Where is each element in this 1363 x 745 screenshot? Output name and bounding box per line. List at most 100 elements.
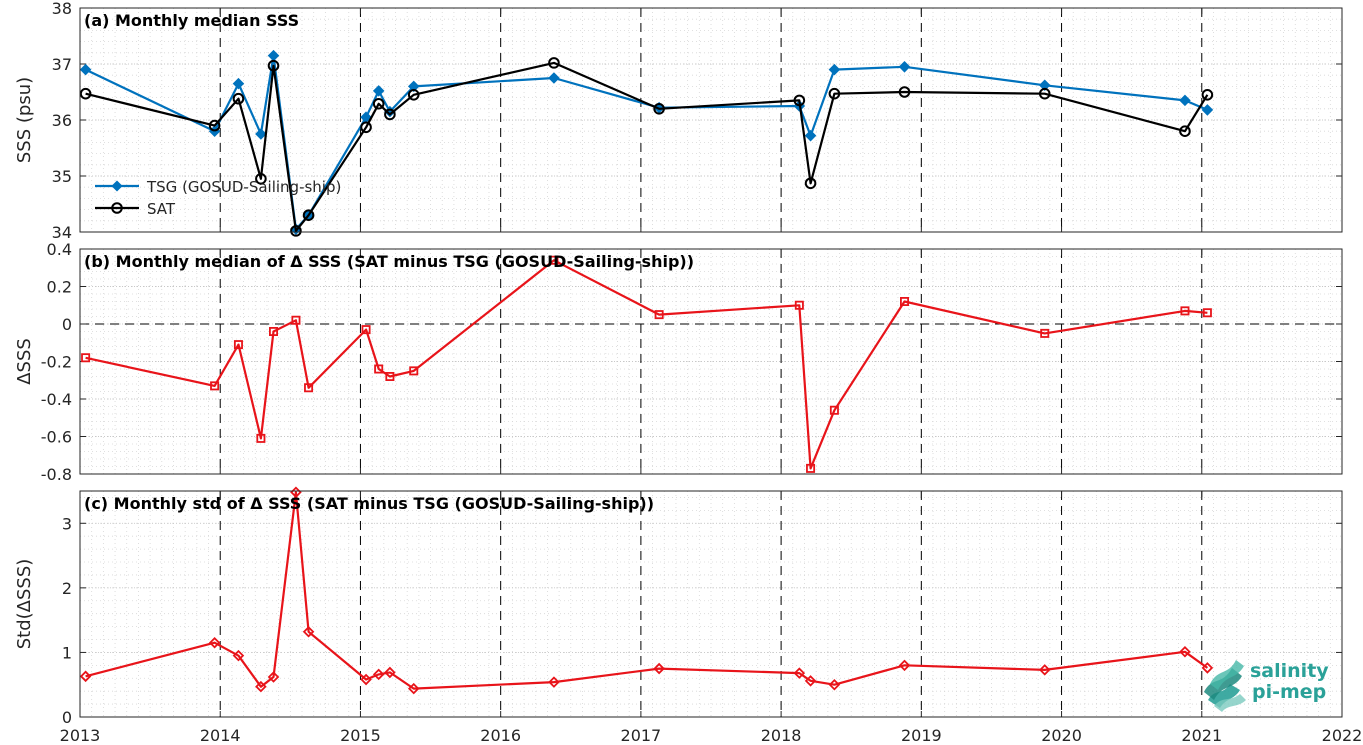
x-tick-label: 2017	[621, 726, 662, 745]
series-0-point-3	[255, 680, 267, 693]
series-0-point-0	[79, 63, 92, 76]
y-tick-label: 34	[52, 223, 72, 242]
y-tick-label: 0	[62, 315, 72, 334]
series-0-point-19	[1202, 308, 1212, 318]
x-tick-label: 2022	[1322, 726, 1363, 745]
series-0-point-18	[1179, 94, 1191, 107]
x-tick-label: 2019	[901, 726, 942, 745]
series-0-point-11	[548, 72, 560, 84]
series-0-point-2	[232, 649, 245, 662]
grid	[80, 491, 1342, 718]
series-1-point-10	[407, 89, 420, 101]
legend-marker-0	[111, 180, 123, 192]
series-1-point-1	[208, 119, 221, 132]
series-0-point-8	[372, 85, 385, 97]
series-1-point-6	[302, 209, 315, 221]
waves-logo-icon	[1204, 660, 1246, 712]
series-0-point-14	[804, 129, 817, 142]
series-1-point-9	[384, 108, 396, 121]
series-0-point-2	[233, 340, 243, 350]
series-1-point-2	[232, 92, 245, 105]
series-1-point-11	[548, 57, 560, 69]
y-tick-label: 37	[52, 55, 72, 74]
y-tick-label: 2	[62, 579, 72, 598]
series-0-point-14	[806, 463, 816, 473]
x-tick-label: 2018	[761, 726, 802, 745]
series-0-point-17	[1038, 664, 1051, 676]
y-tick-label: -0.6	[41, 428, 72, 447]
y-tick-label: 0	[62, 708, 72, 727]
y-tick-label: -0.4	[41, 390, 72, 409]
series-1-point-5	[290, 225, 302, 237]
series-0-point-1	[210, 381, 220, 391]
legend-marker-1	[111, 202, 123, 214]
series-1-point-0	[79, 87, 92, 100]
series-0-point-14	[804, 675, 817, 687]
y-tick-label: -0.8	[41, 465, 72, 484]
series-0-point-15	[829, 405, 839, 415]
panel-a: 34 35 36 37 38 SSS (psu) (a) Monthly median SS…	[14, 0, 1343, 242]
series-0-point-8	[374, 364, 384, 374]
series-0-point-5	[291, 315, 301, 325]
series-0-point-19	[1201, 104, 1214, 116]
series-0-point-16	[898, 61, 911, 73]
y-tick-label: 36	[52, 111, 72, 130]
x-tick-label: 2021	[1181, 726, 1222, 745]
series-0	[79, 486, 1214, 695]
series-0-point-4	[269, 326, 279, 336]
series-0-point-18	[1180, 306, 1190, 316]
axes-frame	[79, 490, 1343, 718]
series-1-point-8	[372, 97, 385, 110]
series-0-point-0	[79, 670, 92, 683]
series-0-point-18	[1179, 646, 1191, 658]
legend: TSG (GOSUD-Sailing-ship) SAT	[95, 178, 341, 218]
x-tick-label: 2013	[60, 726, 101, 745]
x-tick-label: 2020	[1041, 726, 1082, 745]
series-0-point-15	[828, 678, 841, 691]
y-tick-label: 1	[62, 643, 72, 662]
series-0-point-3	[255, 128, 267, 140]
series-0-point-7	[360, 673, 372, 686]
y-tick-label: 0.4	[47, 240, 72, 259]
x-tick-label: 2015	[340, 726, 381, 745]
y-tick-label: -0.2	[41, 353, 72, 372]
series-0-point-11	[548, 676, 560, 688]
series-0-point-16	[900, 296, 910, 306]
series-0-point-13	[793, 667, 806, 679]
series-0-point-1	[208, 636, 221, 649]
x-tick-label: 2014	[200, 726, 241, 745]
series-0-point-12	[654, 310, 664, 320]
series-1-point-14	[804, 177, 817, 190]
series-1-point-15	[828, 87, 841, 100]
series-0-point-7	[361, 325, 371, 335]
y-tick-label: 0.2	[47, 278, 72, 297]
series-0-point-10	[409, 366, 419, 376]
series-0-line	[85, 259, 1208, 470]
series-0	[81, 255, 1212, 473]
y-axis-label: SSS (psu)	[14, 77, 35, 163]
legend-label-0: TSG (GOSUD-Sailing-ship)	[146, 178, 341, 196]
x-tick-label: 2016	[480, 726, 521, 745]
panel-b: -0.8 -0.6 -0.4 -0.2 0 0.2 0.4 ΔSSS (b) Monthly m…	[14, 240, 1343, 484]
axes-frame	[79, 7, 1343, 233]
salinity-pimep-logo: salinity pi-mep	[1204, 660, 1329, 712]
series-1	[79, 57, 1214, 237]
series-0-point-6	[304, 383, 314, 393]
series-0-point-2	[232, 77, 245, 90]
panel-c: 0 1 2 3 2013 2014 2015 2016 2017 2018 2019 2020 2021…	[14, 486, 1363, 745]
panel-title: (a) Monthly median SSS	[84, 11, 299, 30]
series-1-point-17	[1038, 87, 1051, 100]
y-tick-label: 35	[52, 167, 72, 186]
series-1-point-19	[1201, 89, 1214, 101]
series-1-point-12	[653, 103, 665, 115]
logo-line1: salinity	[1250, 660, 1329, 682]
series-0-point-10	[407, 682, 420, 695]
series-0-point-19	[1201, 662, 1214, 674]
series-0-point-15	[828, 63, 841, 76]
axes-frame	[79, 248, 1343, 475]
y-tick-label: 38	[52, 0, 72, 18]
series-0-point-16	[898, 659, 911, 672]
series-0-point-0	[81, 353, 91, 363]
legend-label-1: SAT	[147, 200, 176, 218]
